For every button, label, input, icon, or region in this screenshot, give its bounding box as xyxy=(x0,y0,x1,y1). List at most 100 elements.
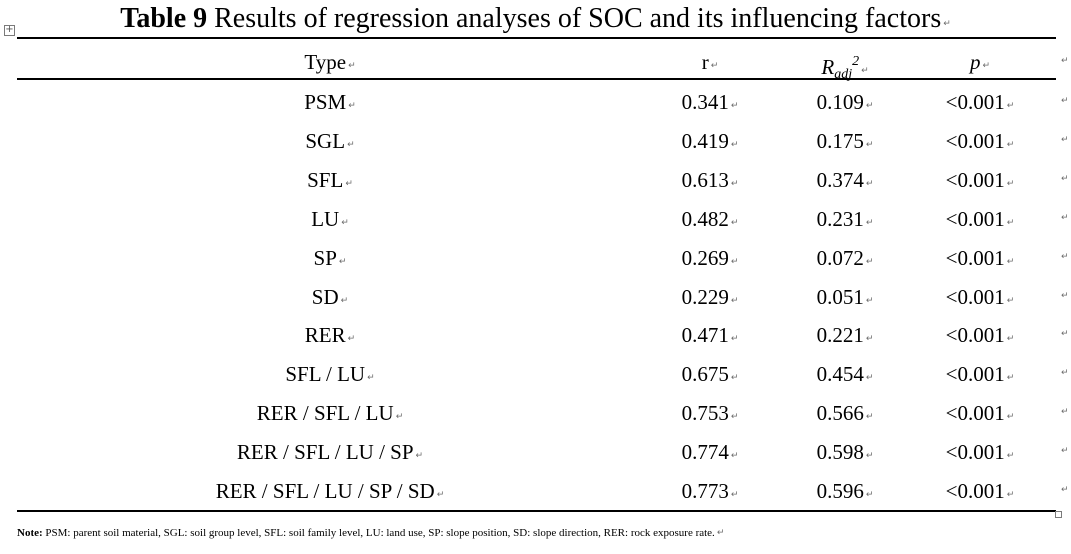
paragraph-mark: ↵ xyxy=(730,490,739,500)
paragraph-mark: ↵ xyxy=(1006,179,1015,189)
row-end-mark: ↵ xyxy=(1061,485,1069,495)
paragraph-mark: ↵ xyxy=(865,334,874,344)
paragraph-mark: ↵ xyxy=(730,451,739,461)
header-type: Type ↵ xyxy=(304,50,356,74)
row-end-mark: ↵ xyxy=(1061,407,1069,417)
cell-p: <0.001 ↵ xyxy=(945,246,1015,270)
cell-type: PSM ↵ xyxy=(304,90,356,114)
paragraph-mark: ↵ xyxy=(415,451,424,461)
paragraph-mark: ↵ xyxy=(345,179,353,189)
table-move-handle[interactable]: + xyxy=(4,24,15,36)
table-header-rule xyxy=(17,78,1056,80)
paragraph-mark: ↵ xyxy=(1006,101,1015,111)
row-end-mark: ↵ xyxy=(1061,56,1069,66)
paragraph-mark: ↵ xyxy=(730,257,739,267)
paragraph-mark: ↵ xyxy=(1006,373,1015,383)
paragraph-mark: ↵ xyxy=(1006,412,1015,422)
cell-r: 0.341 ↵ xyxy=(681,90,739,114)
cell-p: <0.001 ↵ xyxy=(945,440,1015,464)
paragraph-mark: ↵ xyxy=(943,19,951,29)
cell-r-adjusted-squared: 0.598 ↵ xyxy=(816,440,874,464)
row-end-mark: ↵ xyxy=(1061,96,1069,106)
cell-p: <0.001 ↵ xyxy=(945,285,1015,309)
cell-p: <0.001 ↵ xyxy=(945,129,1015,153)
cell-r-adjusted-squared: 0.596 ↵ xyxy=(816,479,874,503)
paragraph-mark: ↵ xyxy=(730,218,739,228)
paragraph-mark: ↵ xyxy=(730,296,739,306)
cell-r: 0.675 ↵ xyxy=(681,362,739,386)
cell-type: RER ↵ xyxy=(304,323,356,347)
table-bottom-rule xyxy=(17,510,1056,512)
header-p: p ↵ xyxy=(969,50,991,74)
paragraph-mark: ↵ xyxy=(865,101,874,111)
paragraph-mark: ↵ xyxy=(865,451,874,461)
cell-r-adjusted-squared: 0.051 ↵ xyxy=(816,285,874,309)
cell-type: LU ↵ xyxy=(311,207,349,231)
paragraph-mark: ↵ xyxy=(367,373,375,383)
paragraph-mark: ↵ xyxy=(865,179,874,189)
table-top-rule xyxy=(17,37,1056,39)
paragraph-mark: ↵ xyxy=(865,373,874,383)
paragraph-mark: ↵ xyxy=(1006,296,1015,306)
paragraph-mark: ↵ xyxy=(1006,257,1015,267)
row-end-mark: ↵ xyxy=(1061,446,1069,456)
paragraph-mark: ↵ xyxy=(436,490,445,500)
paragraph-mark: ↵ xyxy=(1006,490,1015,500)
paragraph-mark: ↵ xyxy=(865,412,874,422)
header-r: r ↵ xyxy=(701,50,719,74)
paragraph-mark: ↵ xyxy=(865,490,874,500)
row-end-mark: ↵ xyxy=(1061,368,1069,378)
cell-type: SGL ↵ xyxy=(305,129,355,153)
cell-r-adjusted-squared: 0.109 ↵ xyxy=(816,90,874,114)
table-caption: Results of regression analyses of SOC an… xyxy=(214,3,942,34)
cell-r-adjusted-squared: 0.454 ↵ xyxy=(816,362,874,386)
cell-r: 0.613 ↵ xyxy=(681,168,739,192)
paragraph-mark: ↵ xyxy=(730,334,739,344)
row-end-mark: ↵ xyxy=(1061,252,1069,262)
paragraph-mark: ↵ xyxy=(395,412,404,422)
cell-r: 0.229 ↵ xyxy=(681,285,739,309)
cell-type: SFL / LU ↵ xyxy=(285,362,375,386)
paragraph-mark: ↵ xyxy=(730,412,739,422)
row-end-mark: ↵ xyxy=(1061,329,1069,339)
paragraph-mark: ↵ xyxy=(730,140,739,150)
table-resize-handle[interactable] xyxy=(1055,511,1062,518)
row-end-mark: ↵ xyxy=(1061,291,1069,301)
paragraph-mark: ↵ xyxy=(730,179,739,189)
cell-r: 0.269 ↵ xyxy=(681,246,739,270)
paragraph-mark: ↵ xyxy=(865,140,874,150)
cell-r: 0.419 ↵ xyxy=(681,129,739,153)
note-text: PSM: parent soil material, SGL: soil gro… xyxy=(45,527,715,539)
cell-type: SD ↵ xyxy=(311,285,349,309)
note-label: Note: xyxy=(17,527,43,539)
cell-r-adjusted-squared: 0.231 ↵ xyxy=(816,207,874,231)
paragraph-mark: ↵ xyxy=(1006,451,1015,461)
table-note: Note: PSM: parent soil material, SGL: so… xyxy=(17,527,725,539)
cell-r: 0.471 ↵ xyxy=(681,323,739,347)
cell-p: <0.001 ↵ xyxy=(945,479,1015,503)
table-title: Table 9 Results of regression analyses o… xyxy=(0,2,1071,41)
cell-p: <0.001 ↵ xyxy=(945,168,1015,192)
paragraph-mark: ↵ xyxy=(865,218,874,228)
cell-r-adjusted-squared: 0.221 ↵ xyxy=(816,323,874,347)
cell-p: <0.001 ↵ xyxy=(945,362,1015,386)
paragraph-mark: ↵ xyxy=(341,218,349,228)
row-end-mark: ↵ xyxy=(1061,174,1069,184)
paragraph-mark: ↵ xyxy=(338,257,347,267)
cell-r: 0.774 ↵ xyxy=(681,440,739,464)
cell-p: <0.001 ↵ xyxy=(945,323,1015,347)
paragraph-mark: ↵ xyxy=(347,140,355,150)
cell-r-adjusted-squared: 0.374 ↵ xyxy=(816,168,874,192)
paragraph-mark: ↵ xyxy=(1006,218,1015,228)
cell-type: SFL ↵ xyxy=(307,168,353,192)
row-end-mark: ↵ xyxy=(1061,213,1069,223)
header-r-adjusted-squared: Radj2↵ xyxy=(821,54,869,82)
table-number: Table 9 xyxy=(120,3,208,34)
paragraph-mark: ↵ xyxy=(1006,334,1015,344)
cell-r-adjusted-squared: 0.566 ↵ xyxy=(816,401,874,425)
cell-p: <0.001 ↵ xyxy=(945,401,1015,425)
paragraph-mark: ↵ xyxy=(1006,140,1015,150)
cell-type: RER / SFL / LU / SP / SD ↵ xyxy=(215,479,445,503)
cell-type: RER / SFL / LU ↵ xyxy=(256,401,404,425)
cell-r: 0.773 ↵ xyxy=(681,479,739,503)
